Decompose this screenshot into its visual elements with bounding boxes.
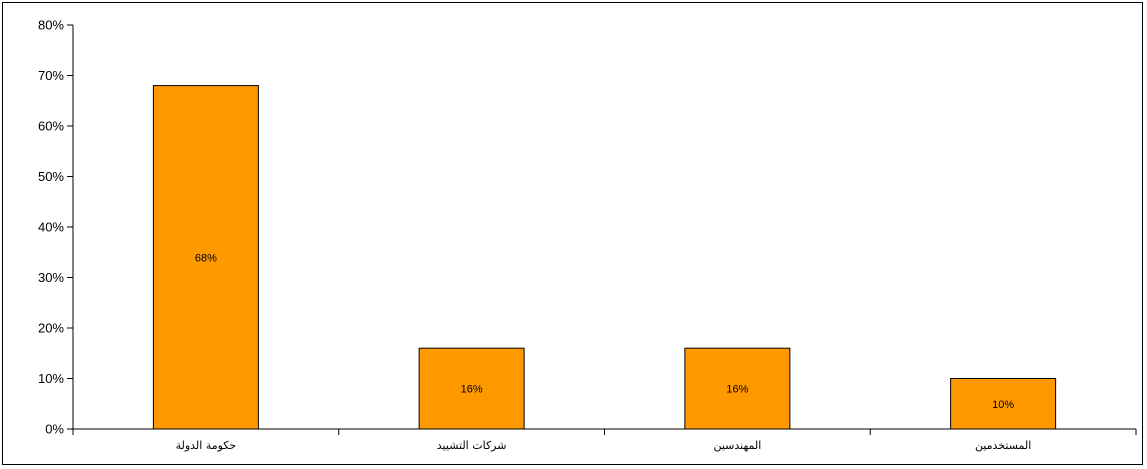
bar-data-label: 10%: [992, 399, 1014, 411]
x-category-label: المهندسين: [713, 439, 761, 452]
y-tick-label: 0%: [45, 422, 64, 437]
bar-data-label: 16%: [726, 384, 748, 396]
y-tick-label: 20%: [38, 321, 64, 336]
x-category-label: شركات التشييد: [437, 439, 507, 452]
y-tick-label: 10%: [38, 371, 64, 386]
y-tick-label: 50%: [38, 169, 64, 184]
bar-data-label: 16%: [461, 384, 483, 396]
y-tick-label: 60%: [38, 119, 64, 134]
bar: [418, 347, 525, 430]
x-axis-ticks: حكومة الدولة شركات التشييد المهندسين المستخ…: [72, 429, 1137, 452]
y-tick-label: 40%: [38, 220, 64, 235]
bars: 68% 16% 16% 10%: [152, 85, 1057, 430]
y-tick-label: 80%: [38, 18, 64, 33]
y-tick-label: 30%: [38, 270, 64, 285]
bar: [950, 378, 1057, 430]
x-category-label: المستخدمين: [975, 439, 1031, 452]
bar: [152, 85, 259, 430]
bar: [684, 347, 791, 430]
x-category-label: حكومة الدولة: [176, 439, 237, 452]
y-tick-label: 70%: [38, 68, 64, 83]
bar-data-label: 68%: [195, 252, 217, 264]
y-axis-ticks: 0% 10% 20% 30% 40% 50% 60% 70% 80%: [38, 18, 73, 437]
